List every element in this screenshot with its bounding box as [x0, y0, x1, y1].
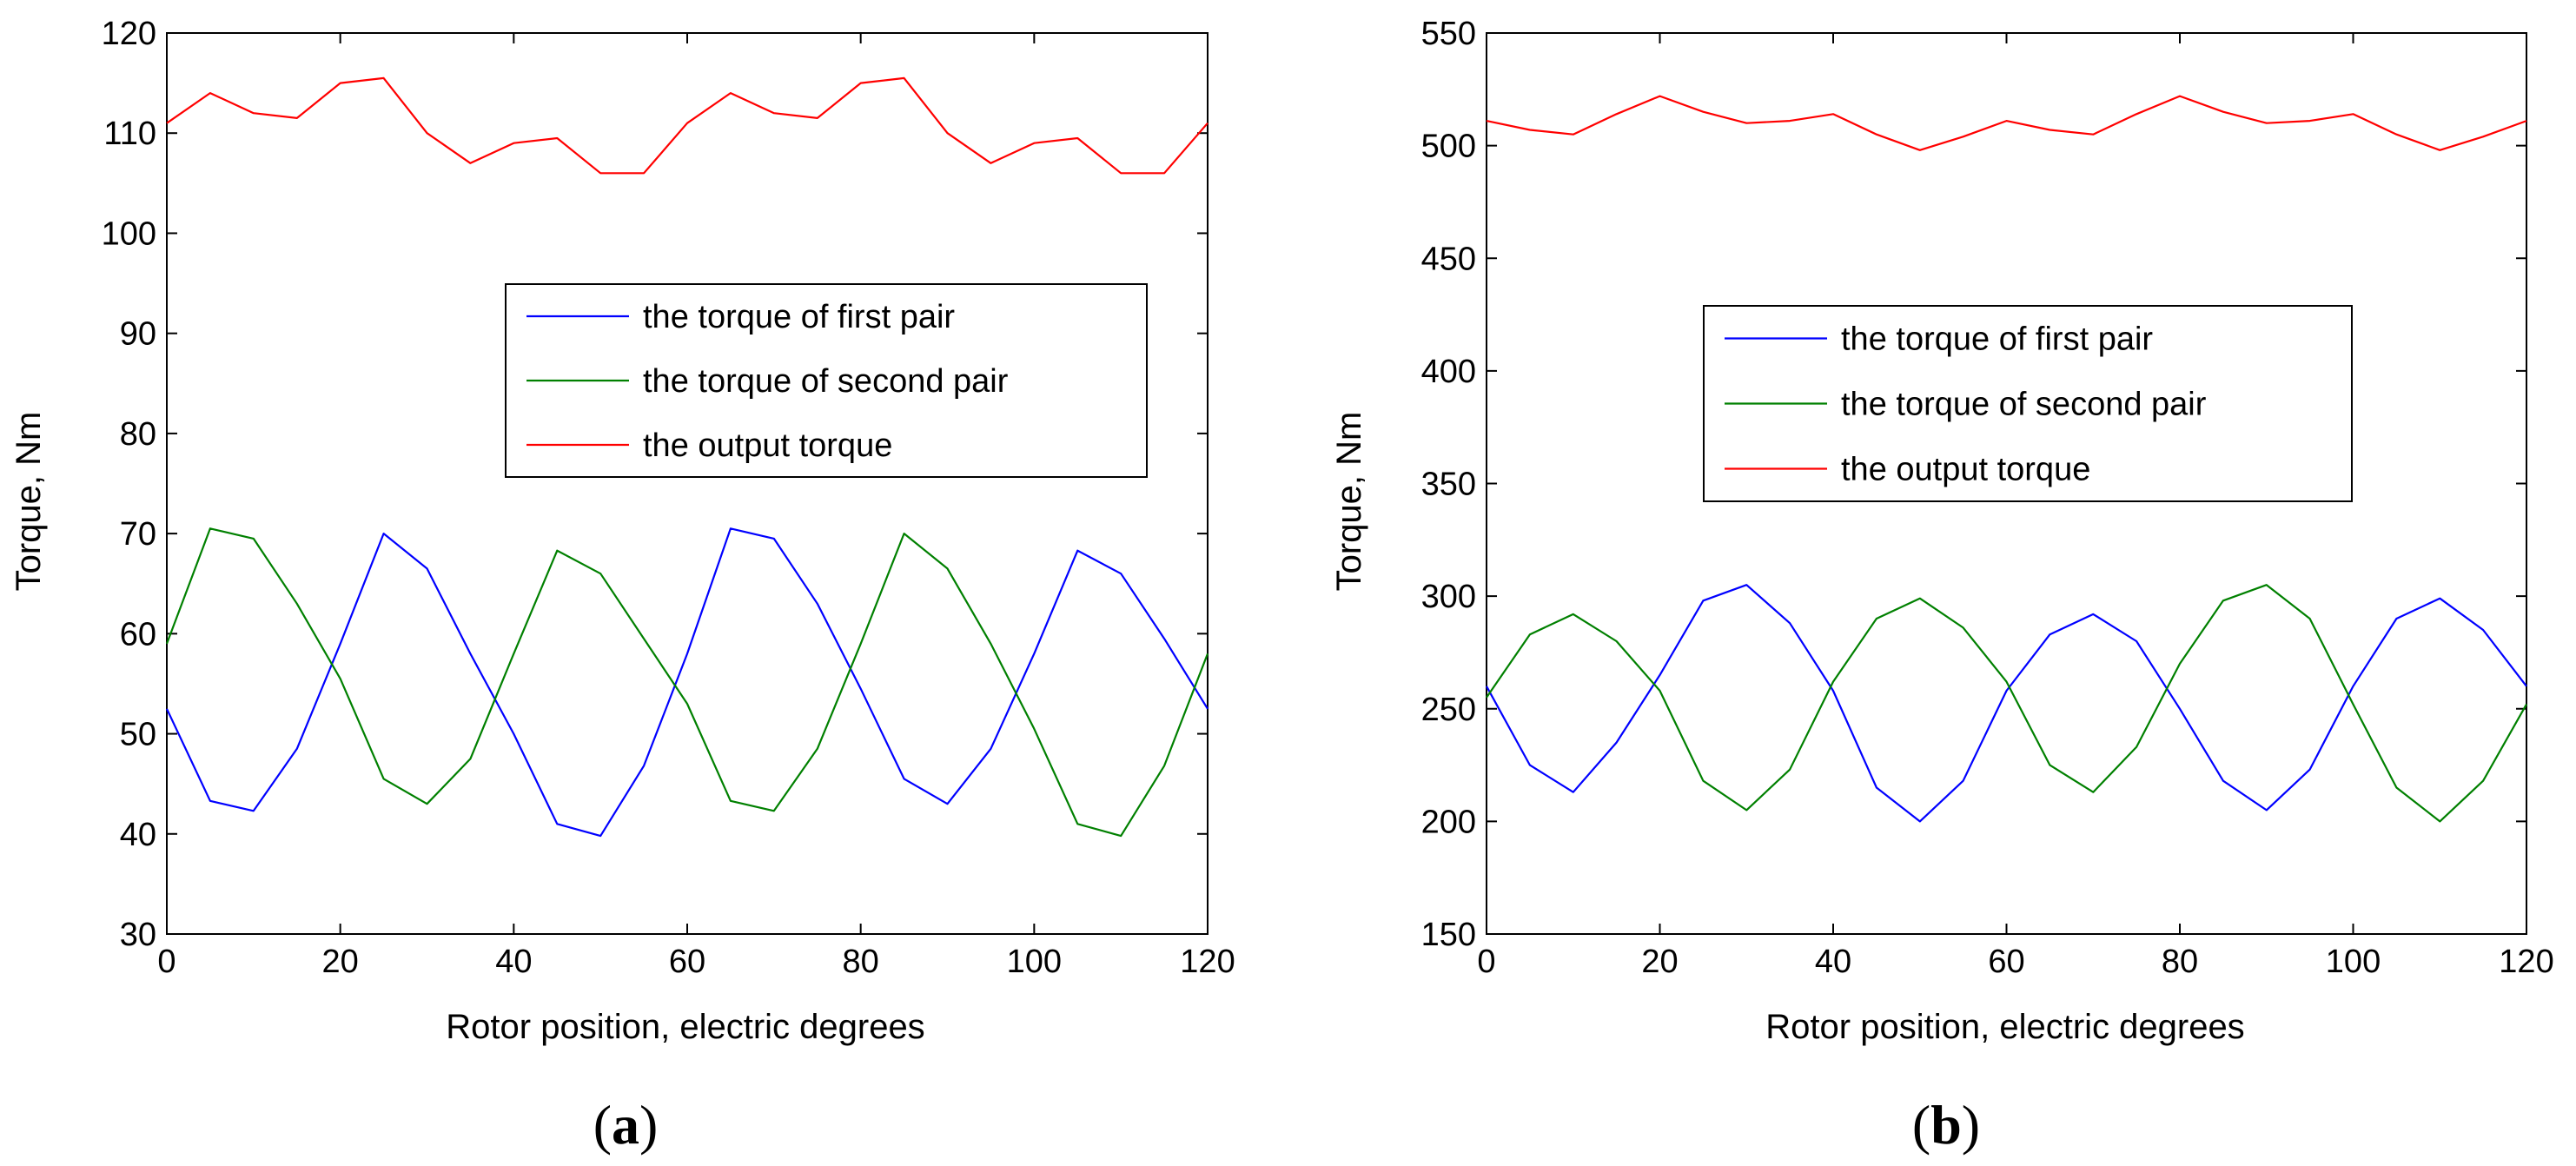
x-tick-label-b: 80: [2162, 944, 2198, 980]
series-line-b-1: [1486, 584, 2527, 823]
y-tick-label-b: 300: [1421, 579, 1476, 615]
legend-label-a-3: the output torque: [643, 427, 892, 464]
y-tick-label-a: 80: [120, 416, 156, 453]
chart-b: Torque, Nm Rotor position, electric degr…: [1330, 16, 2554, 1156]
panel-label-a: (a): [593, 1094, 659, 1156]
panel-letter-b: b: [1930, 1094, 1962, 1156]
xlabel-b: Rotor position, electric degrees: [1765, 1008, 2244, 1046]
y-tick-label-b: 150: [1421, 917, 1476, 953]
series-line-b-3: [1486, 95, 2527, 151]
legend-label-b-2: the torque of second pair: [1841, 387, 2207, 423]
series-line-a-1: [166, 527, 1209, 838]
y-tick-label-b: 550: [1421, 16, 1476, 52]
y-tick-label-a: 30: [120, 917, 156, 953]
y-tick-label-b: 450: [1421, 241, 1476, 277]
series-line-b-2: [1486, 584, 2527, 823]
x-tick-label-a: 40: [495, 944, 532, 980]
x-tick-label-b: 20: [1641, 944, 1678, 980]
plot-area-a: [166, 32, 1209, 935]
x-tick-label-b: 100: [2326, 944, 2381, 980]
x-tick-label-b: 40: [1815, 944, 1851, 980]
ylabel-b: Torque, Nm: [1330, 412, 1368, 592]
chart-a: Torque, Nm Rotor position, electric degr…: [10, 16, 1235, 1156]
y-tick-label-b: 500: [1421, 129, 1476, 165]
series-line-a-2: [165, 527, 1209, 838]
legend-label-a-2: the torque of second pair: [643, 363, 1009, 400]
y-tick-label-a: 50: [120, 717, 156, 753]
y-tick-label-b: 400: [1421, 354, 1476, 390]
ylabel-a: Torque, Nm: [10, 412, 48, 592]
x-tick-label-a: 0: [157, 944, 175, 980]
y-tick-label-a: 70: [120, 516, 156, 553]
y-tick-label-b: 200: [1421, 804, 1476, 840]
y-tick-label-a: 90: [120, 316, 156, 353]
legend-label-b-3: the output torque: [1841, 452, 2090, 488]
xlabel-a: Rotor position, electric degrees: [446, 1008, 924, 1046]
x-tick-label-b: 120: [2499, 944, 2553, 980]
y-tick-label-a: 60: [120, 616, 156, 653]
x-tick-label-a: 120: [1180, 944, 1235, 980]
x-tick-label-b: 60: [1988, 944, 2024, 980]
y-tick-label-a: 110: [103, 116, 156, 152]
y-tick-label-a: 40: [120, 817, 156, 853]
x-tick-label-a: 60: [669, 944, 705, 980]
x-tick-label-a: 80: [843, 944, 879, 980]
x-tick-label-b: 0: [1477, 944, 1495, 980]
legend-label-a-1: the torque of first pair: [643, 299, 955, 335]
y-tick-label-b: 350: [1421, 467, 1476, 503]
panel-letter-a: a: [612, 1094, 639, 1156]
y-tick-label-a: 120: [102, 16, 156, 52]
series-line-a-3: [166, 76, 1209, 175]
y-tick-label-a: 100: [102, 215, 156, 252]
x-tick-label-a: 20: [322, 944, 359, 980]
y-tick-label-b: 250: [1421, 692, 1476, 728]
x-tick-label-a: 100: [1007, 944, 1062, 980]
panel-label-b: (b): [1912, 1094, 1980, 1156]
legend-label-b-1: the torque of first pair: [1841, 321, 2153, 358]
